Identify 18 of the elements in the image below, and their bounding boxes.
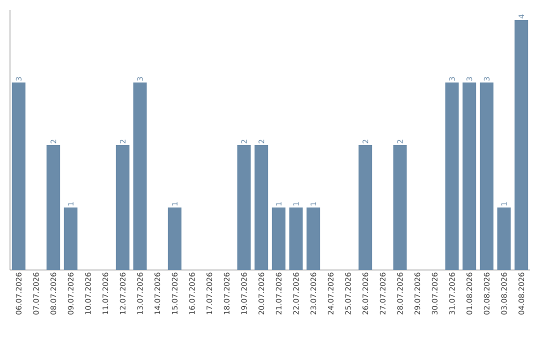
bar	[12, 82, 26, 270]
bar	[514, 20, 528, 270]
bar	[46, 144, 60, 270]
bar	[306, 207, 320, 270]
bar	[237, 144, 251, 270]
bar	[445, 82, 459, 270]
bar	[462, 82, 476, 270]
bar	[393, 144, 407, 270]
bar	[64, 207, 78, 270]
bar	[254, 144, 268, 270]
bar	[480, 82, 494, 270]
bar	[289, 207, 303, 270]
bar	[133, 82, 147, 270]
bar	[116, 144, 130, 270]
bar	[497, 207, 511, 270]
bar	[358, 144, 372, 270]
bar	[272, 207, 286, 270]
bar	[168, 207, 182, 270]
